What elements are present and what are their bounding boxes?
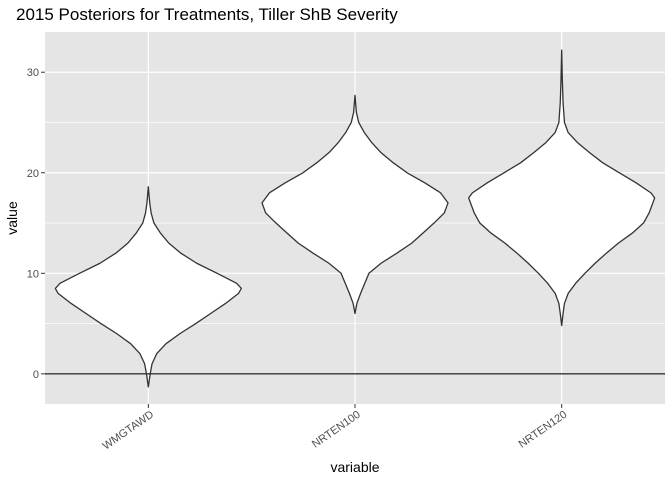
- y-axis-ticks: 0 10 20 30: [27, 67, 45, 381]
- violin-nrten100: [261, 94, 449, 315]
- y-tick-label: 30: [27, 67, 39, 79]
- violins-layer: [54, 49, 656, 388]
- x-axis-ticks: WMGTAWD NRTEN100 NRTEN120: [101, 404, 570, 453]
- violin-nrten120: [468, 49, 656, 327]
- x-tick-label: WMGTAWD: [101, 409, 156, 453]
- violin-wmgtawd: [54, 186, 242, 388]
- y-tick-label: 10: [27, 268, 39, 280]
- y-tick-label: 20: [27, 168, 39, 180]
- x-tick-label: NRTEN100: [310, 409, 363, 451]
- x-axis-label: variable: [330, 459, 379, 475]
- chart-title: 2015 Posteriors for Treatments, Tiller S…: [16, 5, 398, 24]
- x-tick-label: NRTEN120: [517, 409, 570, 451]
- y-tick-label: 0: [33, 369, 39, 381]
- y-axis-label: value: [4, 201, 20, 235]
